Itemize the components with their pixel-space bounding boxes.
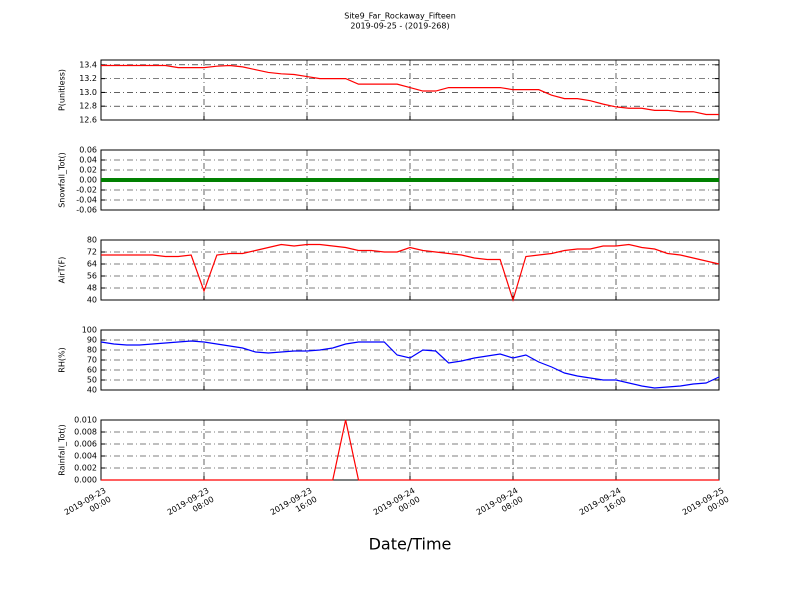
y-tick-label: 48 xyxy=(87,284,97,293)
y-tick-label: 56 xyxy=(87,272,97,281)
y-tick-label: 60 xyxy=(87,366,97,375)
chart-title: Site9_Far_Rockaway_Fifteen xyxy=(344,12,456,21)
x-axis-label: Date/Time xyxy=(369,535,452,554)
y-tick-label: 0.000 xyxy=(74,476,97,485)
y-axis-label: AirT(F) xyxy=(58,257,67,284)
y-tick-label: 12.8 xyxy=(79,102,97,111)
y-tick-label: 40 xyxy=(87,386,97,395)
y-tick-label: 13.2 xyxy=(79,74,97,83)
y-tick-label: 90 xyxy=(87,336,97,345)
y-tick-label: 0.06 xyxy=(79,146,97,155)
y-tick-label: 13.0 xyxy=(79,88,97,97)
data-line xyxy=(100,340,720,389)
y-tick-label: 0.00 xyxy=(79,176,97,185)
y-tick-label: 0.004 xyxy=(74,452,97,461)
y-axis-label: Snowfall_Tot() xyxy=(58,152,67,208)
chart-subtitle: 2019-09-25 - (2019-268) xyxy=(350,22,449,31)
data-line xyxy=(101,419,719,481)
y-tick-label: 64 xyxy=(87,260,97,269)
y-tick-label: 70 xyxy=(87,356,97,365)
y-tick-label: 0.006 xyxy=(74,440,97,449)
y-tick-label: -0.02 xyxy=(76,186,97,195)
y-tick-label: 50 xyxy=(87,376,97,385)
y-tick-label: 40 xyxy=(87,296,97,305)
y-tick-label: 0.04 xyxy=(79,156,97,165)
y-tick-label: 72 xyxy=(87,248,97,257)
data-line xyxy=(101,243,720,303)
y-tick-label: 80 xyxy=(87,346,97,355)
y-tick-label: -0.04 xyxy=(76,196,97,205)
y-tick-label: 0.010 xyxy=(74,416,97,425)
y-tick-label: 12.6 xyxy=(79,116,97,125)
y-axis-label: RH(%) xyxy=(58,347,67,372)
y-tick-label: 0.002 xyxy=(74,464,97,473)
y-tick-label: -0.06 xyxy=(76,206,97,215)
y-tick-label: 100 xyxy=(82,326,97,335)
y-axis-label: Rainfall_Tot() xyxy=(58,424,67,476)
data-line xyxy=(101,64,719,116)
y-tick-label: 0.008 xyxy=(74,428,97,437)
y-axis-label: P(unitless) xyxy=(58,69,67,111)
y-tick-label: 13.4 xyxy=(79,60,97,69)
y-tick-label: 0.02 xyxy=(79,166,97,175)
y-tick-label: 80 xyxy=(87,236,97,245)
